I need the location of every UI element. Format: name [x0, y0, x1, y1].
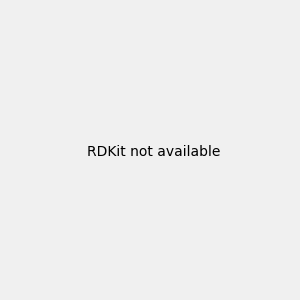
Text: RDKit not available: RDKit not available	[87, 145, 220, 158]
